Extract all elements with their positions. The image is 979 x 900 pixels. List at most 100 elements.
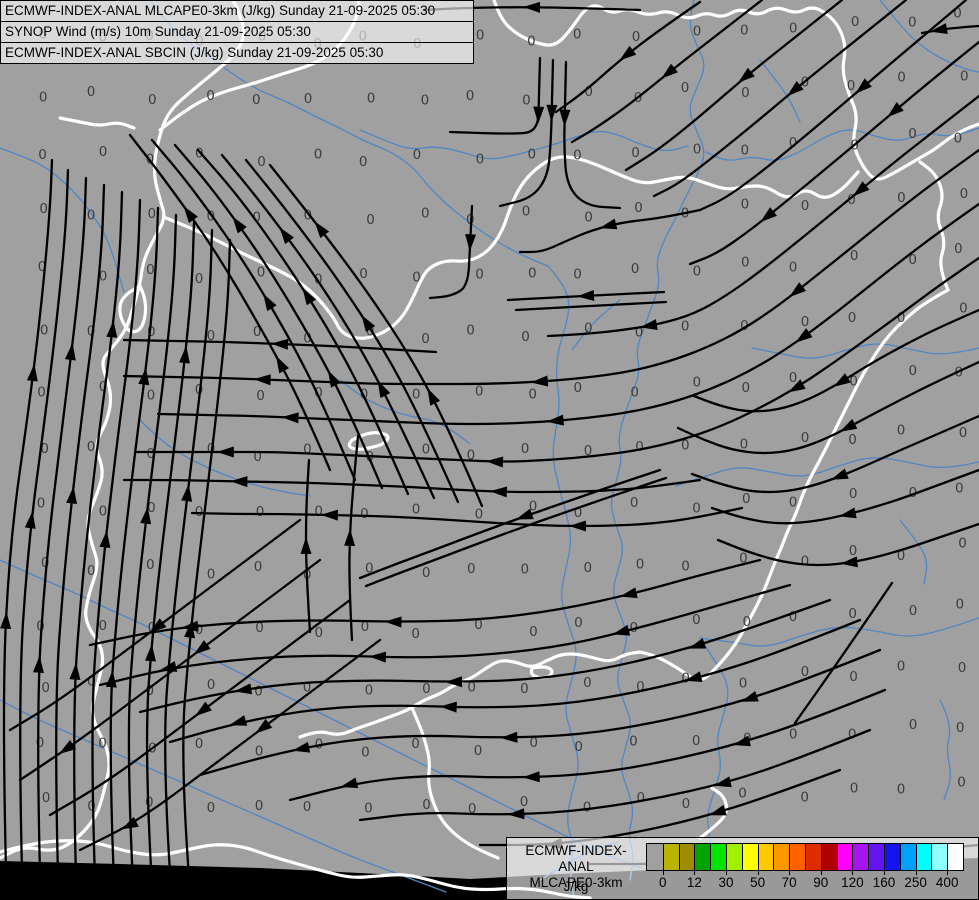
colorbar-tick xyxy=(757,870,759,875)
colorbar-cell xyxy=(662,844,679,870)
legend-title-line2: MLCAPE0-3km xyxy=(529,875,623,890)
svg-text:0: 0 xyxy=(466,322,475,338)
svg-text:0: 0 xyxy=(909,363,918,379)
svg-text:0: 0 xyxy=(303,331,312,347)
svg-text:0: 0 xyxy=(574,380,583,396)
svg-text:0: 0 xyxy=(849,374,858,390)
svg-text:0: 0 xyxy=(574,505,583,521)
svg-text:0: 0 xyxy=(99,144,108,160)
svg-text:0: 0 xyxy=(583,675,592,691)
svg-text:0: 0 xyxy=(960,186,969,202)
colorbar-cell xyxy=(789,844,805,870)
svg-text:0: 0 xyxy=(631,145,640,161)
svg-text:0: 0 xyxy=(635,325,644,341)
svg-text:0: 0 xyxy=(574,739,583,755)
svg-text:0: 0 xyxy=(521,441,530,457)
svg-text:0: 0 xyxy=(528,387,537,403)
svg-text:0: 0 xyxy=(314,385,323,401)
svg-text:0: 0 xyxy=(421,206,430,222)
svg-text:0: 0 xyxy=(87,84,96,100)
svg-text:0: 0 xyxy=(467,680,476,696)
colorbar-tick xyxy=(694,870,696,875)
svg-text:0: 0 xyxy=(474,617,483,633)
colorbar-tick xyxy=(726,870,727,875)
svg-text:0: 0 xyxy=(801,430,810,446)
svg-text:0: 0 xyxy=(682,796,691,812)
svg-text:0: 0 xyxy=(897,190,906,206)
svg-text:0: 0 xyxy=(584,210,593,226)
svg-text:0: 0 xyxy=(148,206,157,222)
svg-text:0: 0 xyxy=(634,200,643,216)
svg-text:0: 0 xyxy=(850,248,859,264)
svg-text:0: 0 xyxy=(632,29,641,45)
svg-text:0: 0 xyxy=(909,717,918,733)
svg-text:0: 0 xyxy=(957,775,966,791)
svg-text:0: 0 xyxy=(740,437,749,453)
svg-text:0: 0 xyxy=(956,597,965,613)
svg-text:0: 0 xyxy=(207,441,216,457)
svg-text:0: 0 xyxy=(850,780,859,796)
svg-text:0: 0 xyxy=(359,154,368,170)
svg-text:0: 0 xyxy=(195,622,204,638)
svg-text:0: 0 xyxy=(574,615,583,631)
svg-text:0: 0 xyxy=(475,507,484,523)
svg-text:0: 0 xyxy=(40,441,49,457)
colorbar-cell xyxy=(947,844,963,870)
colorbar-tick-label: 12 xyxy=(686,875,702,890)
header-line-mlcape: ECMWF-INDEX-ANAL MLCAPE0-3km (J/kg) Sund… xyxy=(5,3,436,18)
svg-text:0: 0 xyxy=(789,135,798,151)
svg-text:0: 0 xyxy=(958,660,967,676)
svg-text:0: 0 xyxy=(521,329,530,345)
svg-text:0: 0 xyxy=(146,683,155,699)
svg-text:0: 0 xyxy=(303,441,312,457)
svg-text:0: 0 xyxy=(692,733,701,749)
colorbar-tick-label: 250 xyxy=(904,875,927,890)
svg-text:0: 0 xyxy=(584,443,593,459)
svg-text:0: 0 xyxy=(207,566,216,582)
svg-text:0: 0 xyxy=(366,212,375,228)
svg-text:0: 0 xyxy=(741,85,750,101)
colorbar-cell xyxy=(868,844,884,870)
wind-arrowheads-layer xyxy=(0,1,948,889)
svg-text:0: 0 xyxy=(742,380,751,396)
svg-text:0: 0 xyxy=(98,735,107,751)
svg-text:0: 0 xyxy=(255,620,264,636)
svg-text:0: 0 xyxy=(959,301,968,317)
colorbar-cell xyxy=(741,844,758,870)
svg-text:0: 0 xyxy=(147,324,156,340)
svg-text:0: 0 xyxy=(636,679,645,695)
svg-text:0: 0 xyxy=(681,80,690,96)
svg-text:0: 0 xyxy=(528,147,537,163)
svg-text:0: 0 xyxy=(253,449,262,465)
svg-text:0: 0 xyxy=(801,664,810,680)
colorbar-tick xyxy=(884,870,885,875)
svg-text:0: 0 xyxy=(252,210,261,226)
svg-text:0: 0 xyxy=(520,794,529,810)
svg-text:0: 0 xyxy=(851,14,860,30)
svg-text:0: 0 xyxy=(207,208,216,224)
colorbar-tick xyxy=(947,870,949,875)
colorbar-tick xyxy=(820,870,822,875)
svg-text:0: 0 xyxy=(955,481,964,497)
svg-text:0: 0 xyxy=(741,255,750,271)
svg-text:0: 0 xyxy=(522,92,531,108)
colorbar-tick-label: 400 xyxy=(935,875,959,890)
svg-text:0: 0 xyxy=(147,446,156,462)
svg-text:0: 0 xyxy=(801,198,810,214)
svg-text:0: 0 xyxy=(801,314,810,330)
svg-text:0: 0 xyxy=(692,612,701,628)
svg-text:0: 0 xyxy=(476,152,485,168)
svg-text:0: 0 xyxy=(412,387,421,403)
svg-text:0: 0 xyxy=(148,620,157,636)
svg-text:0: 0 xyxy=(252,92,261,108)
svg-text:0: 0 xyxy=(421,331,430,347)
svg-text:0: 0 xyxy=(800,789,809,805)
svg-text:0: 0 xyxy=(584,560,593,576)
map-header: ECMWF-INDEX-ANAL MLCAPE0-3km (J/kg) Sund… xyxy=(0,0,474,64)
svg-text:0: 0 xyxy=(303,799,312,815)
svg-text:0: 0 xyxy=(528,266,537,282)
colorbar-cell xyxy=(694,844,711,870)
svg-text:0: 0 xyxy=(365,560,374,576)
svg-text:0: 0 xyxy=(195,145,204,161)
